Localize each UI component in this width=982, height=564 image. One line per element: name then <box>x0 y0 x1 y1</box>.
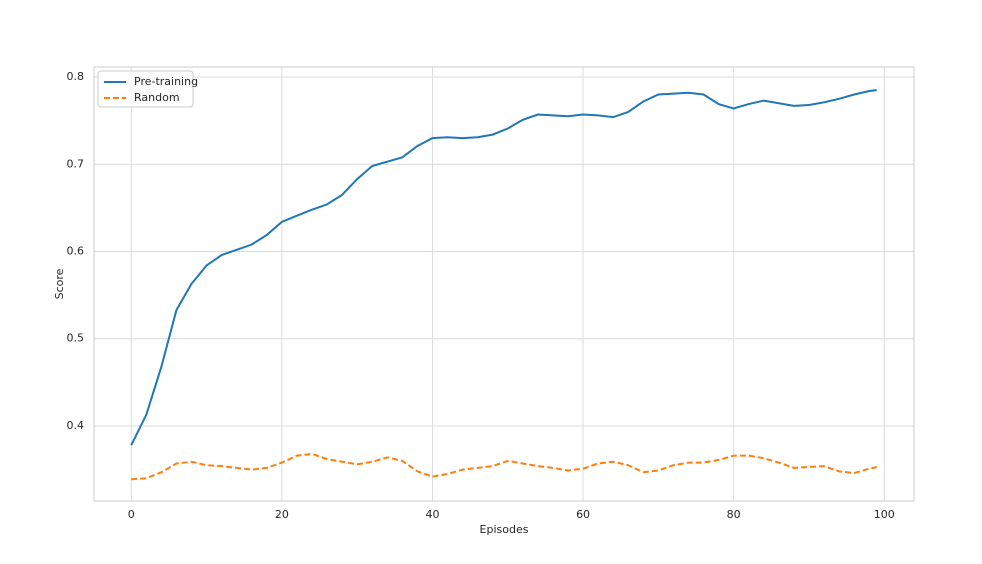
legend-label: Pre-training <box>134 75 198 88</box>
line-series <box>130 89 877 446</box>
x-tick-label: 40 <box>425 508 439 521</box>
x-tick-label: 20 <box>275 508 289 521</box>
y-tick-label: 0.5 <box>67 332 85 345</box>
x-tick-label: 60 <box>576 508 590 521</box>
x-axis-label: Episodes <box>480 523 529 536</box>
y-axis-label: Score <box>53 268 66 299</box>
line-series <box>131 452 877 481</box>
legend-label: Random <box>134 91 180 104</box>
plot-frame <box>93 66 915 502</box>
x-tick-label: 100 <box>874 508 895 521</box>
y-tick-label: 0.7 <box>67 157 85 170</box>
y-tick-label: 0.6 <box>67 245 85 258</box>
legend-box <box>97 70 194 108</box>
x-tick-label: 80 <box>727 508 741 521</box>
x-tick-label: 0 <box>128 508 135 521</box>
y-tick-label: 0.4 <box>67 419 85 432</box>
y-tick-label: 0.8 <box>67 70 85 83</box>
